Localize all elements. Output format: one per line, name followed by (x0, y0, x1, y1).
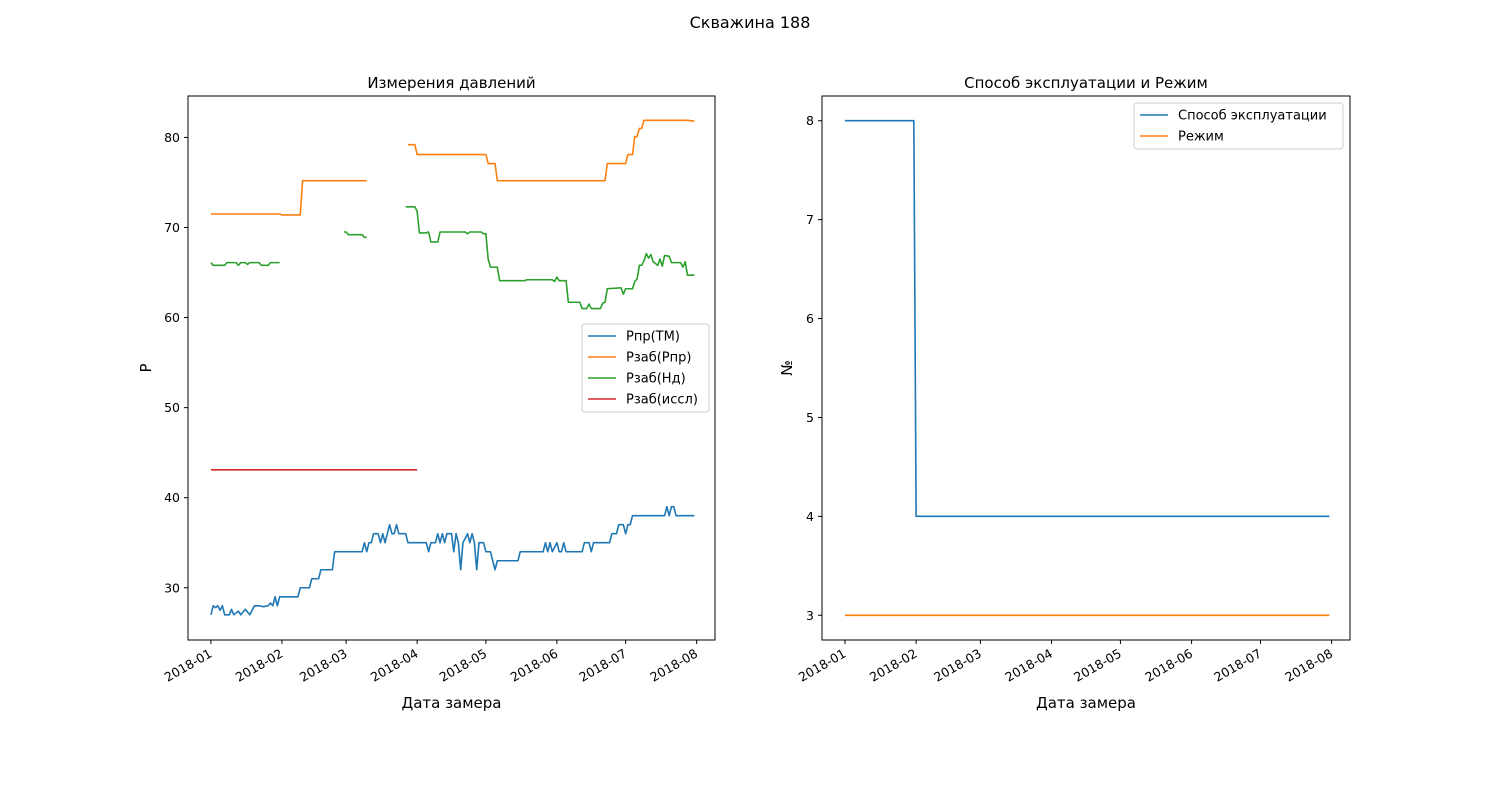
mode-y-tick-label-0: 3 (806, 608, 814, 623)
mode-x-axis-label: Дата замера (1036, 694, 1136, 712)
mode-y-axis-label: № (778, 360, 796, 376)
pressure-series-0-line-0 (210, 505, 695, 616)
pressure-legend-box (581, 323, 710, 413)
mode-y-tick-label-4: 7 (806, 212, 814, 227)
mode-legend: Способ эксплуатации Режим (1133, 102, 1344, 150)
pressure-series-1-line-0 (210, 179, 367, 216)
figure-suptitle: Скважина 188 (690, 13, 811, 32)
pressure-y-tick-label-0: 30 (164, 580, 180, 595)
pressure-series-2-line-1 (343, 231, 367, 239)
pressure-legend-label-0: Pпр(ТМ) (626, 330, 680, 345)
mode-axes-title: Способ эксплуатации и Режим (964, 74, 1208, 92)
pressure-legend-label-2: Pзаб(Нд) (626, 372, 686, 387)
pressure-y-tick-label-3: 60 (164, 310, 180, 325)
mode-series-0-line-0 (844, 119, 1330, 518)
pressure-series-1-line-1 (407, 119, 695, 182)
mode-y-ticks: 3 4 5 6 7 8 (806, 113, 822, 623)
pressure-axes-frame (187, 95, 716, 641)
pressure-x-axis-label: Дата замера (401, 694, 501, 712)
pressure-plot-area (210, 119, 695, 616)
pressure-y-axis-label: P (137, 363, 155, 372)
pressure-y-tick-label-4: 70 (164, 220, 180, 235)
pressure-y-ticks: 30 40 50 60 70 80 (164, 130, 188, 595)
pressure-legend: Pпр(ТМ) Pзаб(Pпр) Pзаб(Нд) Pзаб(иссл) (581, 323, 710, 413)
pressure-y-tick-label-5: 80 (164, 130, 180, 145)
mode-legend-label-1: Режим (1178, 130, 1224, 145)
mode-y-tick-label-1: 4 (806, 509, 814, 524)
pressure-legend-label-1: Pзаб(Pпр) (626, 351, 691, 366)
pressure-legend-label-3: Pзаб(иссл) (626, 393, 698, 408)
pressure-series-2-line-0 (210, 261, 280, 267)
mode-y-tick-label-2: 5 (806, 410, 814, 425)
pressure-series-2-line-2 (405, 205, 695, 310)
mode-y-tick-label-3: 6 (806, 311, 814, 326)
mode-legend-box (1133, 102, 1344, 150)
mode-y-tick-label-5: 8 (806, 113, 814, 128)
mode-plot-area (844, 119, 1330, 617)
pressure-axes-title: Измерения давлений (367, 74, 535, 92)
pressure-y-tick-label-2: 50 (164, 400, 180, 415)
pressure-y-tick-label-1: 40 (164, 490, 180, 505)
mode-axes-frame (821, 95, 1351, 641)
mode-legend-label-0: Способ эксплуатации (1178, 109, 1327, 124)
